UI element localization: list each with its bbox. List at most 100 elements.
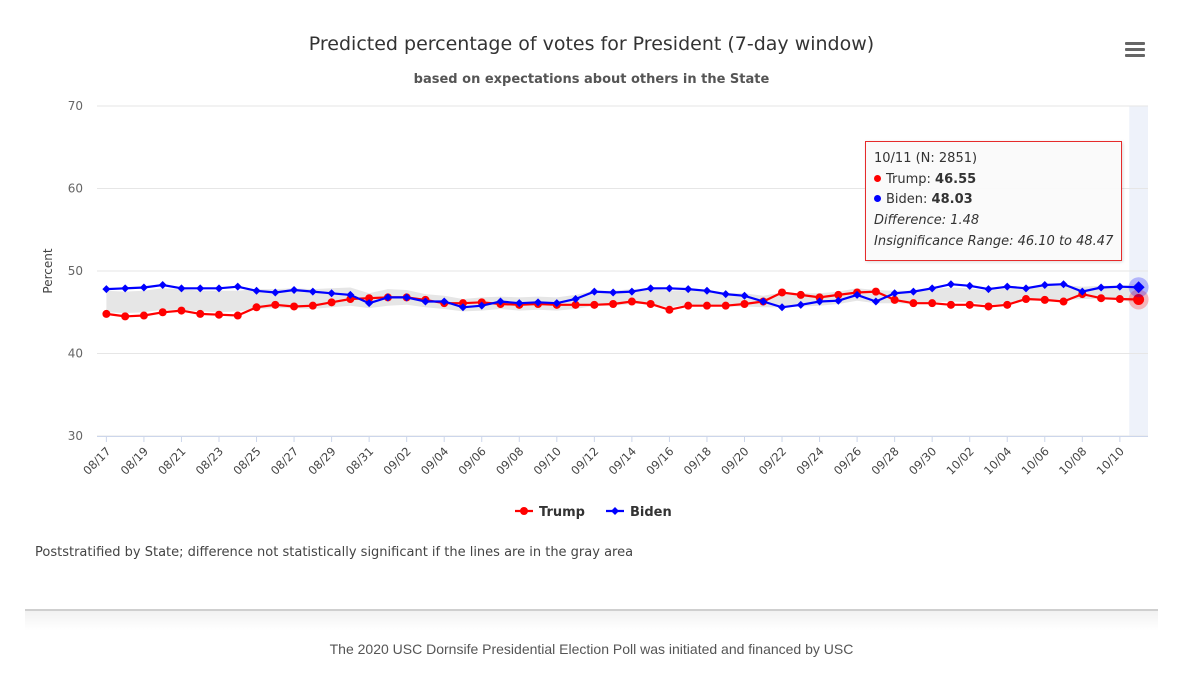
biden-point bbox=[346, 290, 355, 299]
trump-point bbox=[1022, 295, 1031, 304]
x-tick-label: 09/30 bbox=[906, 444, 939, 477]
x-tick-label: 09/06 bbox=[456, 444, 489, 477]
trump-point bbox=[946, 300, 955, 309]
x-tick-label: 10/08 bbox=[1056, 444, 1089, 477]
trump-point bbox=[290, 302, 299, 311]
trump-point bbox=[702, 301, 711, 310]
biden-point bbox=[496, 297, 505, 306]
biden-point bbox=[440, 297, 449, 306]
biden-point bbox=[815, 297, 824, 306]
biden-point bbox=[721, 290, 730, 299]
biden-point bbox=[909, 287, 918, 296]
x-tick-label: 10/06 bbox=[1019, 444, 1052, 477]
menu-bar bbox=[1125, 48, 1145, 51]
trump-point bbox=[778, 288, 787, 297]
trump-point bbox=[139, 311, 148, 320]
x-tick-label: 08/25 bbox=[230, 444, 263, 477]
trump-point bbox=[984, 302, 993, 311]
legend[interactable]: Trump Biden bbox=[515, 505, 672, 520]
biden-point bbox=[421, 297, 430, 306]
biden-point bbox=[1040, 281, 1049, 290]
trump-point bbox=[909, 299, 918, 308]
insignificance-range-band bbox=[106, 283, 1139, 314]
tooltip-header: 10/11 (N: 2851) bbox=[874, 151, 978, 166]
trump-point bbox=[365, 294, 374, 303]
x-tick-label: 08/31 bbox=[343, 444, 376, 477]
legend-label: Biden bbox=[630, 505, 672, 520]
tooltip-range: Insignificance Range: 46.10 to 48.47 bbox=[874, 234, 1114, 249]
x-tick-label: 10/02 bbox=[943, 444, 976, 477]
biden-point bbox=[890, 289, 899, 298]
x-tick-label: 09/28 bbox=[868, 444, 901, 477]
chart-subtitle: based on expectations about others in th… bbox=[413, 72, 770, 87]
biden-point bbox=[1115, 282, 1124, 291]
y-tick-label: 70 bbox=[68, 99, 83, 113]
biden-point bbox=[477, 301, 486, 310]
x-tick-label: 09/12 bbox=[568, 444, 601, 477]
legend-marker bbox=[611, 507, 619, 515]
tooltip-trump-value: 46.55 bbox=[935, 172, 977, 187]
trump-point bbox=[1040, 295, 1049, 304]
trump-dot-icon bbox=[874, 175, 881, 182]
series-trump bbox=[102, 287, 1149, 321]
legend-item-trump[interactable]: Trump bbox=[515, 505, 585, 520]
legend-label: Trump bbox=[539, 505, 585, 520]
biden-point bbox=[233, 282, 242, 291]
biden-point bbox=[778, 303, 787, 312]
trump-point bbox=[590, 300, 599, 309]
x-tick-label: 09/08 bbox=[493, 444, 526, 477]
y-axis: 30 40 50 60 70 bbox=[68, 99, 83, 443]
biden-point bbox=[1132, 281, 1145, 294]
series-biden bbox=[102, 277, 1149, 312]
x-tick-label: 09/22 bbox=[756, 444, 789, 477]
biden-point bbox=[571, 295, 580, 304]
biden-point bbox=[609, 288, 618, 297]
footer-divider bbox=[25, 609, 1158, 631]
trump-point bbox=[721, 301, 730, 310]
x-tick-label: 08/19 bbox=[118, 444, 151, 477]
x-tick-label: 09/16 bbox=[643, 444, 676, 477]
trump-point bbox=[102, 309, 111, 318]
biden-point bbox=[627, 287, 636, 296]
biden-dot-icon bbox=[874, 195, 881, 202]
x-tick-label: 09/20 bbox=[718, 444, 751, 477]
biden-point bbox=[177, 284, 186, 293]
trump-point bbox=[796, 290, 805, 299]
tooltip-biden-label: Biden: bbox=[886, 192, 932, 207]
biden-point bbox=[702, 286, 711, 295]
biden-point bbox=[759, 297, 768, 306]
biden-point bbox=[928, 284, 937, 293]
tooltip-trump-row: Trump: 46.55 bbox=[874, 172, 976, 187]
x-tick-label: 10/04 bbox=[981, 444, 1014, 477]
biden-point bbox=[196, 284, 205, 293]
chart-title: Predicted percentage of votes for Presid… bbox=[308, 33, 875, 55]
trump-point bbox=[684, 301, 693, 310]
line-chart: 08/17 08/19 08/21 08/23 08/25 08/27 08/29 08/31… bbox=[41, 99, 1149, 520]
biden-point bbox=[458, 303, 467, 312]
trump-point bbox=[1003, 300, 1012, 309]
trump-point bbox=[571, 300, 580, 309]
tooltip-biden-value: 48.03 bbox=[931, 192, 973, 207]
trump-point bbox=[308, 301, 317, 310]
x-tick-label: 08/27 bbox=[268, 444, 301, 477]
biden-point bbox=[383, 293, 392, 302]
biden-point bbox=[1022, 284, 1031, 293]
series-layer bbox=[102, 277, 1149, 321]
trump-point bbox=[158, 308, 167, 317]
trump-point bbox=[233, 311, 242, 320]
biden-point bbox=[402, 293, 411, 302]
biden-point bbox=[965, 281, 974, 290]
hamburger-menu-icon[interactable] bbox=[1122, 40, 1148, 64]
biden-point bbox=[139, 283, 148, 292]
trump-point bbox=[252, 303, 261, 312]
trump-point bbox=[965, 300, 974, 309]
trump-point bbox=[609, 300, 618, 308]
x-tick-label: 09/24 bbox=[793, 444, 826, 477]
trump-point bbox=[890, 295, 899, 304]
x-tick-label: 08/21 bbox=[155, 444, 188, 477]
legend-item-biden[interactable]: Biden bbox=[606, 505, 672, 520]
tooltip-difference: Difference: 1.48 bbox=[874, 213, 980, 228]
biden-point bbox=[740, 291, 749, 300]
biden-point bbox=[853, 290, 862, 299]
biden-point bbox=[158, 281, 167, 290]
